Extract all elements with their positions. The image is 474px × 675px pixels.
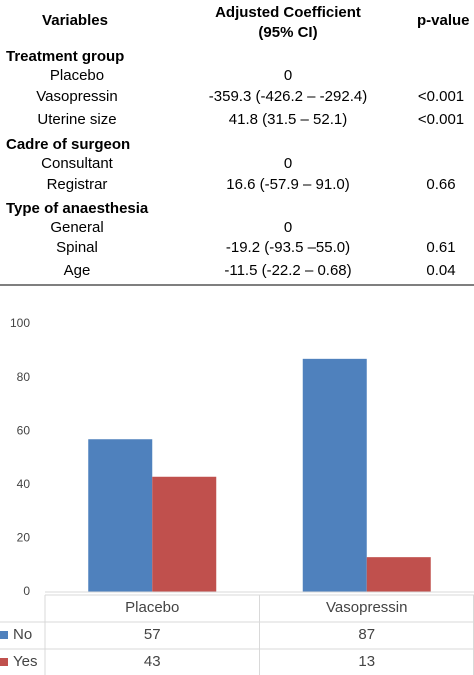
row-label: Consultant (41, 155, 114, 172)
header-variables: Variables (42, 12, 108, 29)
legend-label: Yes (13, 653, 37, 670)
legend-label: No (13, 626, 32, 643)
coefficient: 41.8 (31.5 – 52.1) (229, 111, 347, 128)
data-label: 87 (358, 626, 375, 643)
p-value: <0.001 (418, 88, 464, 105)
y-tick-label: 60 (17, 423, 31, 437)
legend-key (0, 658, 8, 666)
row-label: Uterine size (37, 111, 116, 128)
coefficient: -19.2 (-93.5 –55.0) (226, 239, 350, 256)
p-value: 0.61 (426, 239, 455, 256)
row-label: Vasopressin (36, 88, 117, 105)
bar (302, 358, 367, 592)
section-title: Treatment group (6, 48, 124, 65)
bar (152, 476, 217, 592)
coefficient: -11.5 (-22.2 – 0.68) (224, 262, 351, 279)
coefficient: 16.6 (-57.9 – 91.0) (226, 176, 349, 193)
coefficient: 0 (284, 67, 292, 84)
row-label: Age (64, 262, 91, 279)
coefficient: 0 (284, 219, 292, 236)
row-label: Placebo (50, 67, 104, 84)
p-value: 0.66 (426, 176, 455, 193)
y-tick-label: 40 (17, 477, 31, 491)
section-title: Cadre of surgeon (6, 136, 130, 153)
row-label: Registrar (47, 176, 108, 193)
y-tick-label: 80 (17, 370, 31, 384)
header-coefficient: (95% CI) (258, 24, 317, 41)
coefficient: 0 (284, 155, 292, 172)
data-label: 43 (144, 653, 161, 670)
legend-key (0, 631, 8, 639)
x-tick-label: Placebo (125, 599, 179, 616)
row-label: Spinal (56, 239, 98, 256)
bar (88, 439, 153, 592)
x-tick-label: Vasopressin (326, 599, 407, 616)
bar (366, 557, 431, 592)
y-tick-label: 20 (17, 531, 31, 545)
coefficient: -359.3 (-426.2 – -292.4) (209, 88, 367, 105)
y-tick-label: 0 (23, 584, 30, 598)
data-label: 57 (144, 626, 161, 643)
y-tick-label: 100 (10, 316, 30, 330)
header-coefficient: Adjusted Coefficient (215, 4, 361, 21)
section-title: Type of anaesthesia (6, 200, 149, 217)
data-label: 13 (358, 653, 375, 670)
header-p-value: p-value (417, 12, 470, 29)
row-label: General (50, 219, 103, 236)
p-value: 0.04 (426, 262, 455, 279)
p-value: <0.001 (418, 111, 464, 128)
